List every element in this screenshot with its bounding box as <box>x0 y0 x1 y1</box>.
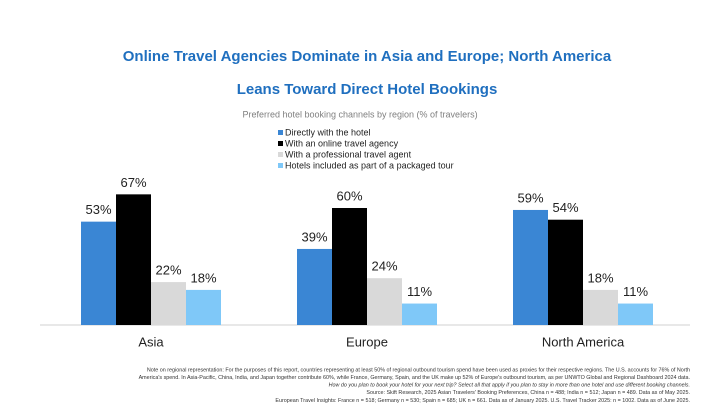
x-tick-label: Europe <box>346 334 388 349</box>
legend-swatch <box>278 152 283 157</box>
bar <box>297 248 332 325</box>
bar <box>332 208 367 325</box>
chart-title: Leans Toward Direct Hotel Bookings <box>237 81 498 98</box>
value-label: 59% <box>517 190 543 205</box>
value-label: 53% <box>85 202 111 217</box>
footnote: America's spend. In Asia-Pacific, China,… <box>139 375 690 381</box>
x-tick-label: North America <box>542 334 625 349</box>
value-label: 24% <box>371 259 397 274</box>
value-label: 11% <box>623 284 648 299</box>
value-label: 18% <box>190 270 216 285</box>
value-label: 39% <box>301 229 327 244</box>
legend-label: With a professional travel agent <box>285 149 412 159</box>
legend-swatch <box>278 141 283 146</box>
value-label: 67% <box>120 175 146 190</box>
legend-swatch <box>278 130 283 135</box>
legend-label: With an online travel agency <box>285 138 399 148</box>
value-label: 18% <box>587 270 613 285</box>
value-label: 54% <box>552 200 578 215</box>
bar <box>186 289 221 325</box>
x-tick-label: Asia <box>138 334 164 349</box>
bar <box>116 194 151 325</box>
footnote: How do you plan to book your hotel for y… <box>329 383 690 389</box>
bar <box>402 303 437 325</box>
legend-label: Hotels included as part of a packaged to… <box>285 160 454 170</box>
legend-swatch <box>278 163 283 168</box>
bar <box>583 289 618 325</box>
bar <box>81 221 116 325</box>
value-label: 22% <box>155 263 181 278</box>
chart-title: Online Travel Agencies Dominate in Asia … <box>123 48 612 65</box>
bar <box>367 278 402 325</box>
bar <box>513 209 548 325</box>
value-label: 11% <box>407 284 432 299</box>
value-label: 60% <box>336 188 362 203</box>
legend-label: Directly with the hotel <box>285 127 371 137</box>
bar <box>151 282 186 325</box>
footnote: Source: Skift Research, 2025 Asian Trave… <box>366 390 690 396</box>
bar <box>618 303 653 325</box>
chart-subtitle: Preferred hotel booking channels by regi… <box>242 109 477 119</box>
footnote: Note on regional representation: For the… <box>147 367 690 373</box>
bar <box>548 219 583 325</box>
footnote: European Travel Insights: France n = 518… <box>275 398 690 404</box>
